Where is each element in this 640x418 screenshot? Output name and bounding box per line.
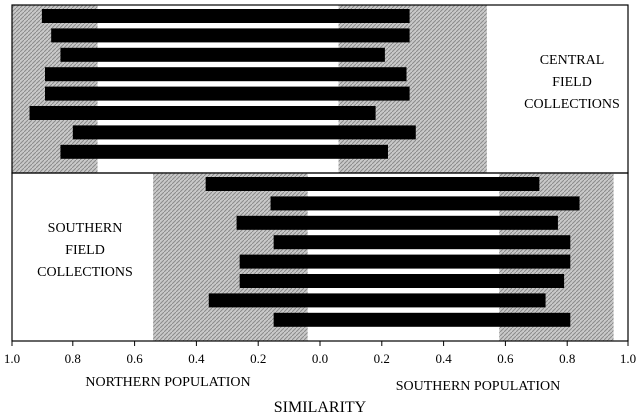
panel-label-line: CENTRAL [540, 53, 605, 68]
x-axis-title: SIMILARITY [274, 399, 367, 416]
similarity-bar [208, 293, 546, 308]
x-tick-label: 0.6 [126, 351, 143, 366]
similarity-bar [44, 86, 410, 101]
similarity-bar [239, 254, 571, 269]
x-tick-label: 0.8 [559, 351, 575, 366]
similarity-bar [41, 9, 410, 23]
x-tick-label: 1.0 [4, 351, 20, 366]
similarity-bar [273, 235, 571, 250]
panel-label-line: COLLECTIONS [37, 265, 133, 280]
x-tick-label: 0.8 [65, 351, 81, 366]
similarity-bar [239, 274, 565, 288]
panel-label-line: FIELD [552, 75, 592, 90]
panel-label-line: FIELD [65, 243, 105, 258]
x-tick-label: 0.6 [497, 351, 514, 366]
x-tick-label: 1.0 [620, 351, 636, 366]
x-tick-label: 0.0 [312, 351, 328, 366]
x-tick-label: 0.2 [374, 351, 390, 366]
similarity-bar [236, 215, 558, 230]
x-tick-label: 0.4 [188, 351, 205, 366]
panel-2: SOUTHERN FIELD COLLECTIONS [11, 172, 629, 342]
x-tick-label: 0.2 [250, 351, 266, 366]
panel-label-line: SOUTHERN [48, 221, 123, 236]
similarity-bar [44, 67, 407, 82]
northern-population-label: NORTHERN POPULATION [85, 375, 250, 390]
panel-label-line: COLLECTIONS [524, 97, 620, 112]
x-tick-label: 0.4 [435, 351, 452, 366]
similarity-bar [273, 312, 571, 327]
similarity-bar [29, 106, 376, 120]
southern-population-label: SOUTHERN POPULATION [396, 379, 561, 394]
panels-layer: CENTRAL FIELD COLLECTIONS SOUTHERN FIELD COLL… [11, 4, 629, 342]
panel-1: CENTRAL FIELD COLLECTIONS [11, 4, 629, 174]
similarity-bar [205, 177, 540, 191]
similarity-bar [72, 125, 416, 140]
similarity-bar [51, 28, 410, 43]
similarity-bar [60, 47, 385, 62]
x-axis-ticks: 1.0 0.8 0.6 0.4 0.2 0.0 0.2 0.4 0.6 0.8 1.0 [4, 341, 636, 366]
similarity-bar [60, 144, 388, 159]
similarity-bar [270, 196, 580, 211]
